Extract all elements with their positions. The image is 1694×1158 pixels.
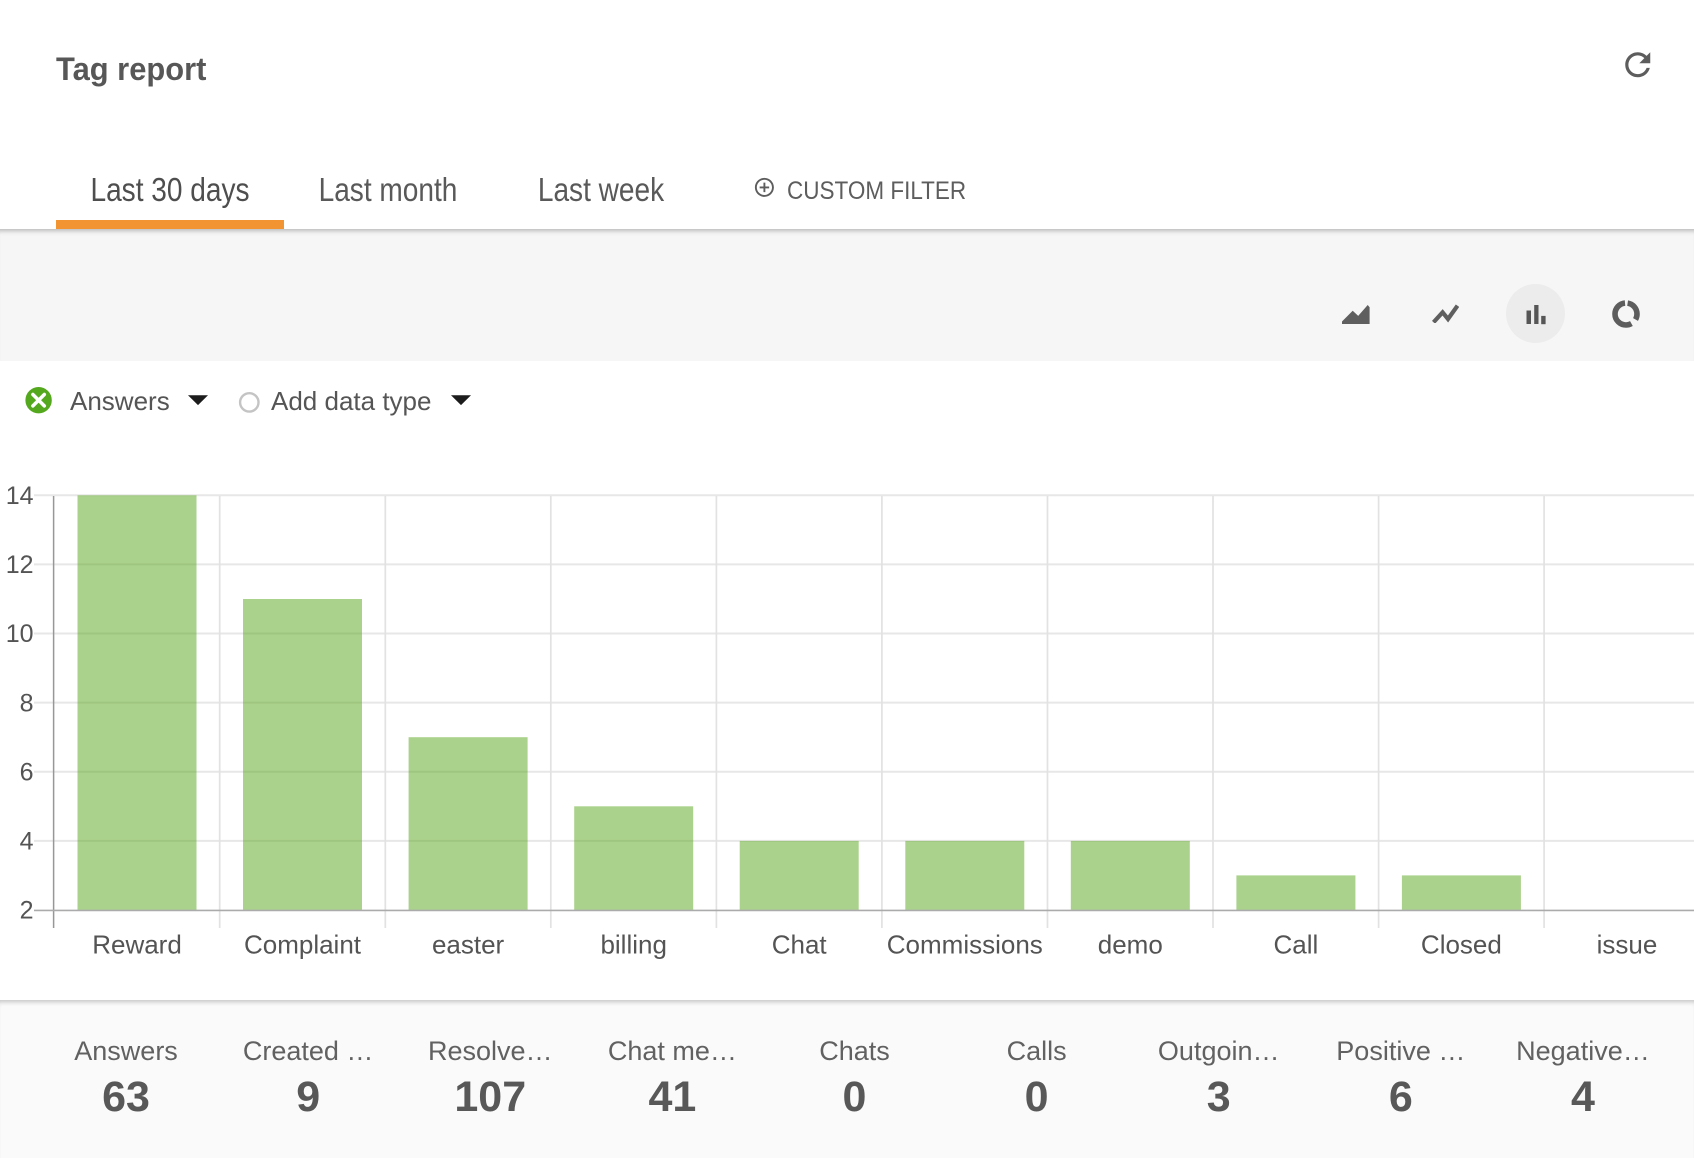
svg-text:Chat: Chat [772, 930, 828, 960]
svg-text:demo: demo [1098, 930, 1163, 960]
svg-text:6: 6 [20, 759, 34, 787]
svg-text:2: 2 [20, 897, 34, 925]
svg-text:Complaint: Complaint [244, 930, 362, 960]
svg-text:Closed: Closed [1421, 930, 1502, 960]
svg-text:12: 12 [6, 551, 34, 579]
svg-text:easter: easter [432, 930, 505, 960]
svg-text:10: 10 [6, 620, 34, 648]
svg-text:8: 8 [20, 689, 34, 717]
svg-text:4: 4 [20, 828, 34, 856]
svg-text:Reward: Reward [92, 930, 182, 960]
svg-text:Commissions: Commissions [887, 930, 1043, 960]
svg-text:Call: Call [1274, 930, 1319, 960]
svg-text:billing: billing [600, 930, 667, 960]
svg-text:14: 14 [6, 482, 34, 510]
svg-text:issue: issue [1597, 930, 1658, 960]
